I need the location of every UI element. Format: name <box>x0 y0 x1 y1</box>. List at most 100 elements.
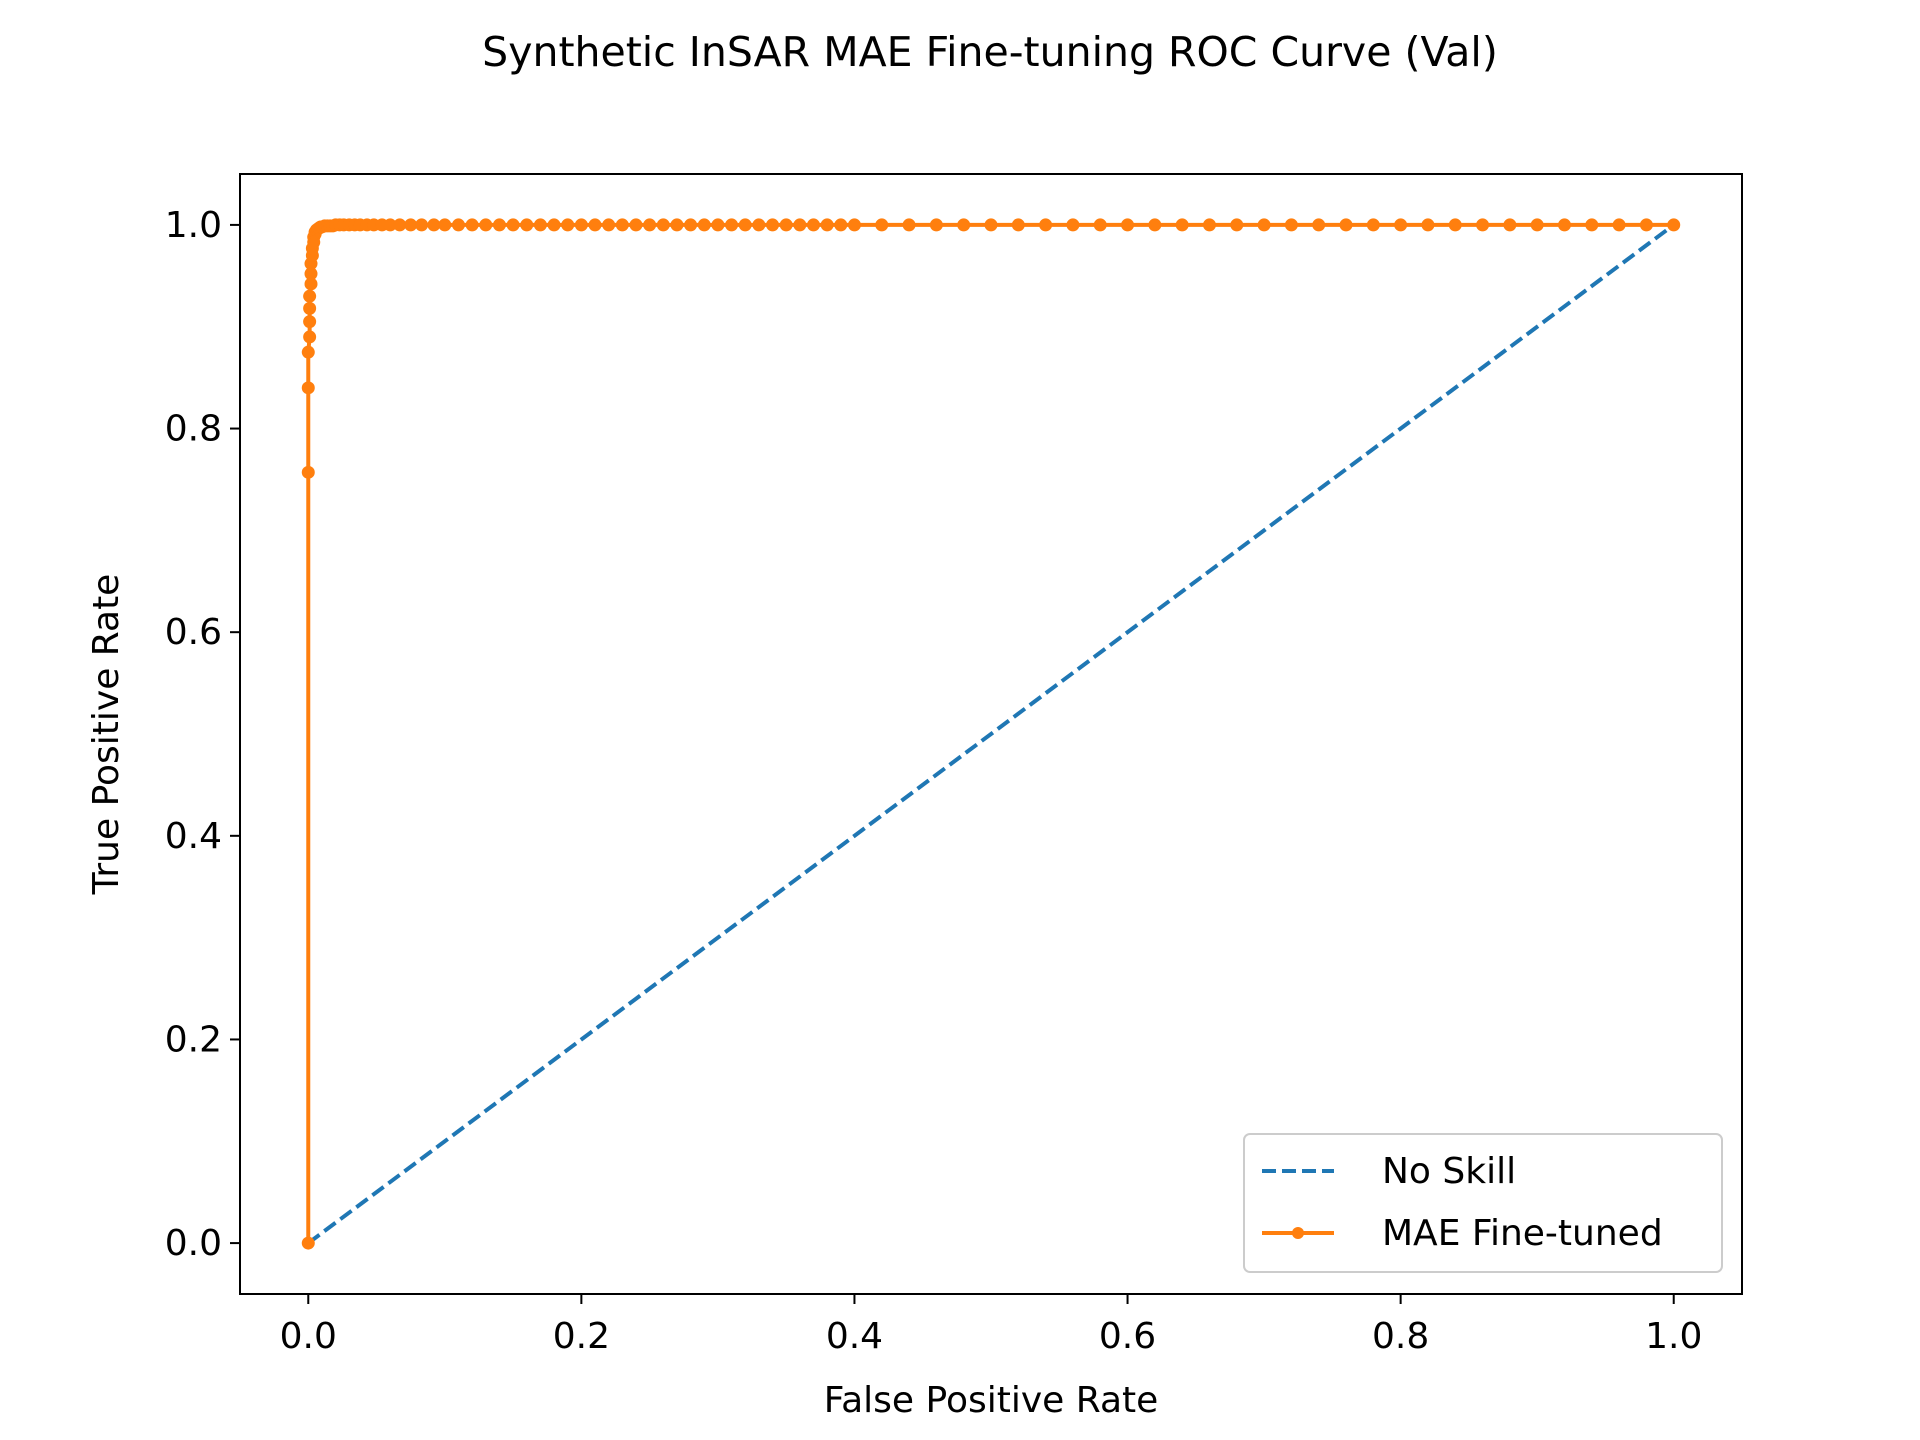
x-tick-label: 1.0 <box>1645 1316 1702 1357</box>
mae-roc-point <box>451 218 465 232</box>
mae-roc-point <box>1503 218 1517 232</box>
mae-roc-point <box>1284 218 1298 232</box>
mae-roc-point <box>711 218 725 232</box>
mae-roc-point <box>1476 218 1490 232</box>
mae-roc-point <box>1394 218 1408 232</box>
mae-roc-point <box>670 218 684 232</box>
y-axis-label: True Positive Rate <box>86 574 127 896</box>
legend-mae-label: MAE Fine-tuned <box>1382 1213 1663 1254</box>
mae-roc-point <box>1039 218 1053 232</box>
mae-roc-point <box>520 218 534 232</box>
mae-roc-point <box>574 218 588 232</box>
mae-roc-point <box>304 267 318 281</box>
mae-roc-point <box>301 381 315 395</box>
mae-roc-point <box>752 218 766 232</box>
mae-roc-point <box>1066 218 1080 232</box>
mae-roc-point <box>1530 218 1544 232</box>
mae-roc-point <box>779 218 793 232</box>
mae-roc-point <box>479 218 493 232</box>
y-tick-label: 0.4 <box>165 816 222 857</box>
mae-roc-point <box>1667 218 1681 232</box>
y-tick-label: 0.8 <box>165 409 222 450</box>
chart-title: Synthetic InSAR MAE Fine-tuning ROC Curv… <box>482 28 1498 76</box>
mae-roc-point <box>301 465 315 479</box>
x-tick-label: 0.8 <box>1372 1316 1429 1357</box>
mae-roc-point <box>1175 218 1189 232</box>
mae-roc-point <box>1312 218 1326 232</box>
legend: No Skill MAE Fine-tuned <box>1243 1133 1723 1273</box>
mae-roc-point <box>301 345 315 359</box>
x-axis-ticks: 0.0 0.2 0.4 0.6 0.8 1.0 <box>280 1294 1702 1357</box>
mae-roc-point <box>427 218 441 232</box>
x-axis-label: False Positive Rate <box>824 1380 1159 1421</box>
mae-roc-point <box>561 218 575 232</box>
mae-roc-point <box>304 277 318 291</box>
no-skill-line <box>307 223 1675 1245</box>
mae-roc-point <box>1121 218 1135 232</box>
mae-roc-point <box>929 218 943 232</box>
y-axis-ticks: 0.0 0.2 0.4 0.6 0.8 1.0 <box>165 205 240 1264</box>
mae-roc-point <box>383 218 397 232</box>
mae-roc-point <box>404 218 418 232</box>
mae-roc-point <box>834 218 848 232</box>
mae-roc-point <box>847 218 861 232</box>
mae-roc-point <box>1366 218 1380 232</box>
mae-roc-point <box>1557 218 1571 232</box>
mae-roc-point <box>303 289 317 303</box>
mae-roc-point <box>1202 218 1216 232</box>
mae-roc-point <box>303 301 317 315</box>
mae-roc-point <box>303 315 317 329</box>
mae-roc-point <box>725 218 739 232</box>
mae-roc-point <box>393 218 407 232</box>
mae-roc-point <box>1093 218 1107 232</box>
mae-roc-point <box>1448 218 1462 232</box>
x-tick-label: 0.2 <box>553 1316 610 1357</box>
mae-roc-point <box>766 218 780 232</box>
mae-roc-point <box>506 218 520 232</box>
mae-roc-point <box>806 218 820 232</box>
mae-roc-point <box>738 218 752 232</box>
mae-roc-point <box>1612 218 1626 232</box>
plot-area <box>301 218 1681 1250</box>
mae-roc-point <box>697 218 711 232</box>
y-tick-label: 0.2 <box>165 1019 222 1060</box>
mae-roc-point <box>984 218 998 232</box>
x-tick-label: 0.4 <box>826 1316 883 1357</box>
mae-roc-point <box>492 218 506 232</box>
x-tick-label: 0.6 <box>1099 1316 1156 1357</box>
legend-mae-swatch-marker <box>1292 1227 1304 1239</box>
mae-roc-point <box>684 218 698 232</box>
mae-roc-point <box>1339 218 1353 232</box>
mae-roc-point <box>465 218 479 232</box>
mae-roc-point <box>820 218 834 232</box>
mae-roc-point <box>547 218 561 232</box>
mae-roc-point <box>615 218 629 232</box>
mae-roc-point <box>1585 218 1599 232</box>
mae-roc-point <box>438 218 452 232</box>
mae-roc-point <box>588 218 602 232</box>
legend-box <box>1243 1133 1723 1273</box>
mae-roc-point <box>1230 218 1244 232</box>
mae-roc-point <box>415 218 429 232</box>
y-tick-label: 0.0 <box>165 1223 222 1264</box>
mae-roc-point <box>301 1236 315 1250</box>
mae-roc-point <box>957 218 971 232</box>
y-tick-label: 0.6 <box>165 612 222 653</box>
legend-no-skill-label: No Skill <box>1382 1151 1516 1192</box>
mae-roc-point <box>875 218 889 232</box>
axes-frame <box>239 173 1743 1295</box>
mae-roc-point <box>1257 218 1271 232</box>
mae-roc-point <box>656 218 670 232</box>
mae-roc-point <box>643 218 657 232</box>
mae-roc-point <box>1421 218 1435 232</box>
mae-roc-point <box>793 218 807 232</box>
mae-roc-point <box>602 218 616 232</box>
mae-roc-point <box>303 330 317 344</box>
mae-roc-point <box>1148 218 1162 232</box>
x-tick-label: 0.0 <box>280 1316 337 1357</box>
mae-roc-point <box>902 218 916 232</box>
mae-roc-point <box>533 218 547 232</box>
mae-roc-point <box>1011 218 1025 232</box>
y-tick-label: 1.0 <box>165 205 222 246</box>
